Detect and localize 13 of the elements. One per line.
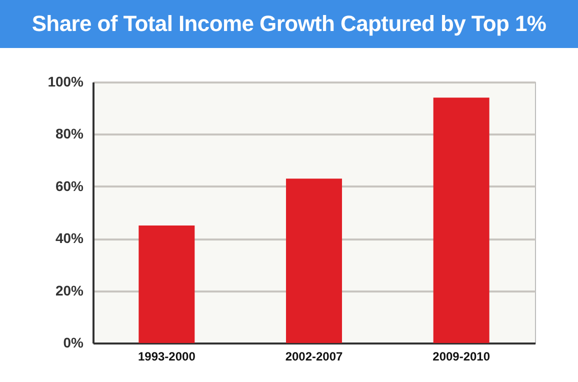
- y-tick-label: 100%: [48, 74, 84, 90]
- y-tick-label: 60%: [55, 178, 84, 194]
- y-tick-label: 40%: [55, 230, 84, 246]
- chart-title: Share of Total Income Growth Captured by Top 1%: [0, 0, 578, 48]
- bar: [433, 98, 490, 343]
- y-tick-label: 80%: [55, 126, 84, 142]
- y-tick-label: 0%: [63, 334, 84, 350]
- bar: [286, 178, 342, 343]
- x-tick-label: 2002-2007: [285, 350, 344, 364]
- x-tick-label: 1993-2000: [138, 350, 196, 364]
- bar: [138, 226, 195, 343]
- y-tick-label: 20%: [55, 282, 84, 298]
- x-tick-label: 2009-2010: [432, 350, 490, 364]
